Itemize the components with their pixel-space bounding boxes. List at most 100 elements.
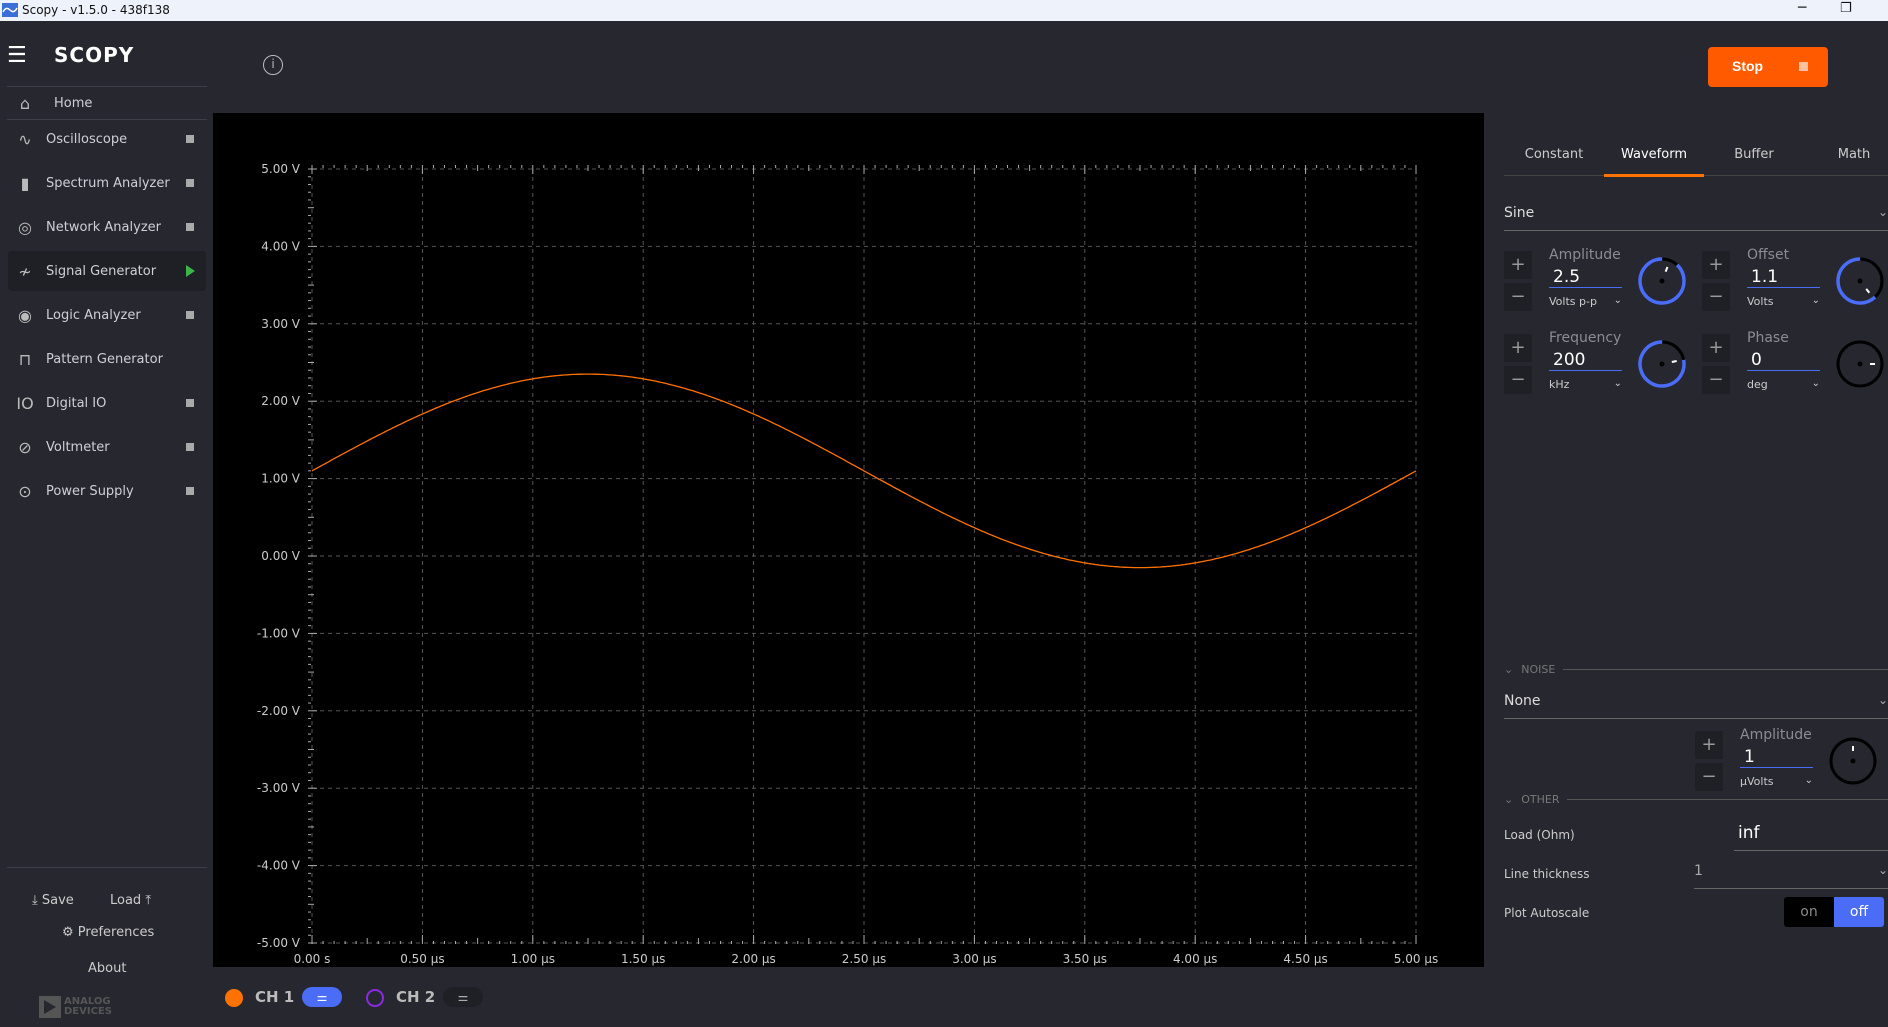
x-tick-label: 1.50 μs: [621, 952, 665, 966]
frequency-decrement-button[interactable]: −: [1504, 366, 1532, 394]
sidebar-item-pattern-generator[interactable]: ⊓ Pattern Generator: [8, 339, 206, 379]
voltmeter-icon: ⊘: [18, 437, 32, 457]
sidebar: ☰ SCOPY ⌂ Home ∿ Oscilloscope ▮ Spectrum Anal…: [0, 21, 213, 1027]
plot-area[interactable]: 0.00 s 5.00 V 0.50 μs 4.00 V 1.00 μs 3.00 V 1.…: [213, 113, 1484, 967]
phase-control: + − Phase 0 deg ⌄: [1702, 330, 1888, 404]
save-button[interactable]: ⤓ Save: [32, 893, 74, 908]
frequency-increment-button[interactable]: +: [1504, 334, 1532, 362]
noise-section-header[interactable]: ⌄ NOISE: [1504, 663, 1888, 676]
phase-increment-button[interactable]: +: [1702, 334, 1730, 362]
sidebar-item-spectrum-analyzer[interactable]: ▮ Spectrum Analyzer: [8, 163, 206, 203]
autoscale-on[interactable]: on: [1784, 897, 1834, 927]
phase-label: Phase: [1747, 330, 1789, 346]
knob-icon[interactable]: [1834, 255, 1886, 307]
load-input[interactable]: inf: [1734, 823, 1888, 851]
frequency-input[interactable]: 200: [1549, 350, 1622, 371]
noise-amplitude-control: + − Amplitude 1 μVolts ⌄: [1695, 727, 1888, 801]
ch2-indicator[interactable]: [366, 989, 384, 1007]
offset-unit-select[interactable]: Volts ⌄: [1747, 295, 1820, 308]
y-tick-label: 0.00 V: [261, 549, 301, 563]
tab-buffer[interactable]: Buffer: [1734, 147, 1774, 162]
x-tick-label: 2.00 μs: [731, 952, 775, 966]
stop-icon: [1799, 62, 1808, 71]
noise-amplitude-unit-select[interactable]: μVolts ⌄: [1740, 775, 1813, 788]
x-tick-label: 3.00 μs: [952, 952, 996, 966]
noise-type-select[interactable]: None ⌄: [1504, 693, 1888, 719]
tab-math[interactable]: Math: [1837, 147, 1871, 162]
sidebar-item-digital-io[interactable]: IO Digital IO: [8, 383, 206, 423]
sidebar-item-home[interactable]: ⌂ Home: [8, 83, 206, 123]
y-tick-label: -2.00 V: [257, 704, 301, 718]
minimize-button[interactable]: ─: [1798, 0, 1807, 16]
hamburger-menu-icon[interactable]: ☰: [7, 43, 27, 68]
plot-autoscale-toggle[interactable]: on off: [1784, 897, 1884, 927]
noise-amplitude-increment-button[interactable]: +: [1695, 731, 1723, 759]
save-icon: ⤓: [32, 893, 38, 908]
y-tick-label: -5.00 V: [257, 936, 301, 950]
info-icon[interactable]: i: [263, 55, 283, 75]
amplitude-input[interactable]: 2.5: [1549, 267, 1622, 288]
amplitude-unit-select[interactable]: Volts p-p ⌄: [1549, 295, 1622, 308]
sidebar-item-network-analyzer[interactable]: ◎ Network Analyzer: [8, 207, 206, 247]
about-button[interactable]: About: [88, 961, 127, 976]
sidebar-item-power-supply[interactable]: ⊙ Power Supply: [8, 471, 206, 511]
frequency-unit-select[interactable]: kHz ⌄: [1549, 378, 1622, 391]
stopped-status-icon: [186, 399, 194, 407]
line-thickness-select[interactable]: 1 ⌄: [1694, 863, 1888, 889]
offset-decrement-button[interactable]: −: [1702, 283, 1730, 311]
ch2-settings-icon[interactable]: ⚌: [443, 987, 483, 1007]
amplitude-decrement-button[interactable]: −: [1504, 283, 1532, 311]
power-icon: ⊙: [18, 481, 32, 501]
top-bar: i: [213, 21, 1888, 113]
other-section-header[interactable]: ⌄ OTHER: [1504, 793, 1888, 806]
noise-amplitude-decrement-button[interactable]: −: [1695, 763, 1723, 791]
offset-input[interactable]: 1.1: [1747, 267, 1820, 288]
sidebar-item-logic-analyzer[interactable]: ◉ Logic Analyzer: [8, 295, 206, 335]
app-icon: [2, 3, 18, 17]
knob-icon[interactable]: [1834, 338, 1886, 390]
ch2-label[interactable]: CH 2: [396, 988, 436, 1006]
tab-waveform[interactable]: Waveform: [1621, 147, 1687, 162]
sidebar-item-oscilloscope[interactable]: ∿ Oscilloscope: [8, 119, 206, 159]
offset-label: Offset: [1747, 247, 1790, 263]
sidebar-item-signal-generator[interactable]: ≁ Signal Generator: [8, 251, 206, 291]
phase-decrement-button[interactable]: −: [1702, 366, 1730, 394]
stop-button[interactable]: Stop: [1708, 47, 1828, 87]
restore-button[interactable]: ❐: [1840, 1, 1852, 16]
frequency-control: + − Frequency 200 kHz ⌄: [1504, 330, 1704, 404]
offset-increment-button[interactable]: +: [1702, 251, 1730, 279]
y-tick-label: 4.00 V: [261, 239, 301, 253]
autoscale-off[interactable]: off: [1834, 897, 1884, 927]
noise-amplitude-input[interactable]: 1: [1740, 747, 1813, 768]
ch1-indicator[interactable]: [225, 989, 243, 1007]
y-tick-label: -4.00 V: [257, 859, 301, 873]
ch1-settings-icon[interactable]: ⚌: [302, 987, 342, 1007]
knob-icon[interactable]: [1827, 735, 1879, 787]
stopped-status-icon: [186, 223, 194, 231]
home-icon: ⌂: [19, 93, 31, 113]
analog-devices-logo: ANALOG DEVICES: [39, 996, 124, 1018]
tab-constant[interactable]: Constant: [1524, 147, 1584, 162]
phase-input[interactable]: 0: [1747, 350, 1820, 371]
load-icon: ⤒: [145, 893, 152, 908]
y-tick-label: 1.00 V: [261, 472, 301, 486]
y-tick-label: 2.00 V: [261, 394, 301, 408]
amplitude-increment-button[interactable]: +: [1504, 251, 1532, 279]
oscilloscope-icon: ∿: [18, 129, 32, 149]
x-tick-label: 0.00 s: [294, 952, 331, 966]
x-tick-label: 4.00 μs: [1173, 952, 1217, 966]
y-tick-label: 3.00 V: [261, 317, 301, 331]
frequency-label: Frequency: [1549, 330, 1622, 346]
knob-icon[interactable]: [1636, 255, 1688, 307]
amplitude-label: Amplitude: [1549, 247, 1621, 263]
spectrum-icon: ▮: [20, 173, 30, 193]
load-button[interactable]: Load ⤒: [110, 893, 152, 908]
knob-icon[interactable]: [1636, 338, 1688, 390]
sidebar-item-voltmeter[interactable]: ⊘ Voltmeter: [8, 427, 206, 467]
phase-unit-select[interactable]: deg ⌄: [1747, 378, 1820, 391]
waveform-type-select[interactable]: Sine ⌄: [1504, 205, 1888, 231]
preferences-button[interactable]: ⚙ Preferences: [62, 925, 155, 940]
ch1-label[interactable]: CH 1: [255, 988, 295, 1006]
y-tick-label: -3.00 V: [257, 781, 301, 795]
window-title: Scopy - v1.5.0 - 438f138: [22, 3, 170, 17]
